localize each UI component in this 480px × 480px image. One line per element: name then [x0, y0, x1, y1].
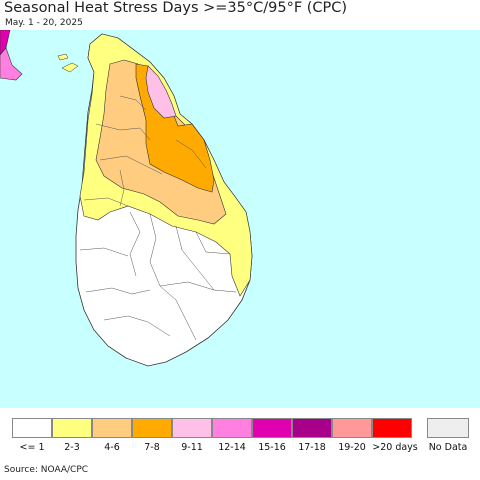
district-boundaries	[79, 95, 237, 341]
legend-swatch	[52, 418, 92, 438]
legend-label: 4-6	[104, 442, 120, 453]
legend-swatch	[92, 418, 132, 438]
legend-label: 19-20	[338, 442, 366, 453]
legend-swatch	[372, 418, 412, 438]
legend-label: <= 1	[19, 442, 45, 453]
legend-label: 7-8	[144, 442, 160, 453]
source-credit: Source: NOAA/CPC	[4, 465, 89, 475]
legend-swatch	[332, 418, 372, 438]
date-range: May. 1 - 20, 2025	[5, 18, 83, 28]
island	[61, 62, 79, 73]
legend-swatch-nodata	[427, 418, 469, 438]
legend-swatch	[212, 418, 252, 438]
legend-swatch	[132, 418, 172, 438]
india-coast-pink	[0, 47, 23, 81]
legend-swatch	[12, 418, 52, 438]
map-title: Seasonal Heat Stress Days >=35°C/95°F (C…	[4, 0, 348, 16]
legend-label: 17-18	[298, 442, 326, 453]
legend-label: 12-14	[218, 442, 246, 453]
legend-label: 9-11	[181, 442, 203, 453]
legend-swatch	[252, 418, 292, 438]
zone-9-11	[145, 65, 177, 119]
legend-label-nodata: No Data	[428, 442, 468, 453]
legend-label: 15-16	[258, 442, 286, 453]
legend: <= 1 2-3 4-6 7-8 9-11 12-14 15-16 17-18 …	[12, 418, 472, 458]
legend-label: 2-3	[64, 442, 80, 453]
legend-label: >20 days	[372, 442, 418, 453]
legend-swatch	[172, 418, 212, 438]
island	[57, 53, 69, 61]
heat-stress-map	[0, 30, 480, 408]
legend-swatch	[292, 418, 332, 438]
